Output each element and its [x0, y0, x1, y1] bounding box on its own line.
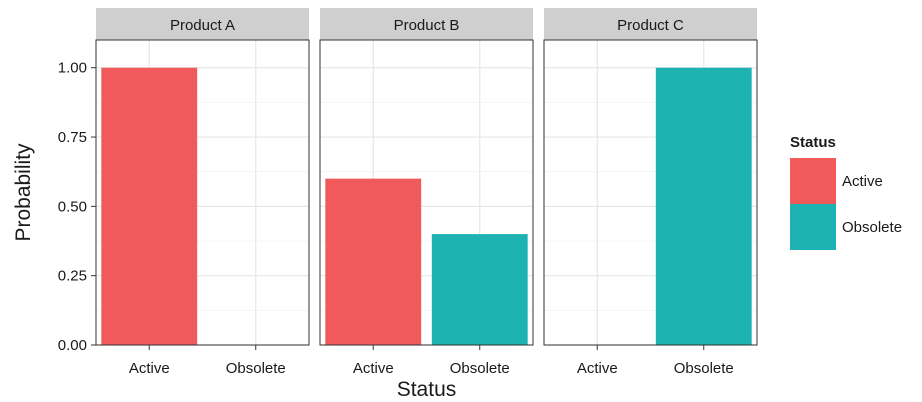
bar — [655, 67, 752, 346]
x-tick-label: Obsolete — [674, 360, 734, 377]
y-tick-label: 0.00 — [58, 337, 87, 354]
legend: Status Active Obsolete — [790, 134, 902, 250]
y-tick-label: 0.50 — [58, 198, 87, 215]
facet-panel: Product C Active Obsolete — [543, 8, 758, 377]
y-axis: 0.00 0.25 0.50 0.75 1.00 — [58, 60, 96, 354]
facet-strip — [96, 8, 309, 40]
facet-panel: Product A Active Obsolete — [95, 8, 310, 377]
x-tick-label: Active — [129, 360, 170, 377]
facet-strip-label: Product B — [394, 17, 460, 34]
panel-border — [95, 39, 310, 346]
bar — [325, 178, 422, 345]
y-tick-label: 1.00 — [58, 60, 87, 77]
legend-key — [790, 158, 836, 204]
y-tick-label: 0.25 — [58, 268, 87, 285]
facet-strip-label: Product A — [170, 17, 235, 34]
legend-label: Active — [842, 173, 883, 190]
legend-title: Status — [790, 134, 836, 151]
x-tick-label: Active — [577, 360, 618, 377]
panel-border — [543, 39, 758, 346]
legend-key — [790, 204, 836, 250]
facet-strip-label: Product C — [617, 17, 684, 34]
x-tick-label: Obsolete — [450, 360, 510, 377]
facet-strip — [320, 8, 533, 40]
legend-label: Obsolete — [842, 219, 902, 236]
y-axis-title: Probability — [12, 143, 35, 242]
x-axis-title: Status — [397, 378, 457, 401]
x-tick-label: Active — [353, 360, 394, 377]
facet-strip — [544, 8, 757, 40]
panel-border — [319, 39, 534, 346]
bar — [101, 67, 198, 346]
bar — [431, 234, 528, 345]
y-tick-label: 0.75 — [58, 129, 87, 146]
panels-layer: Product A Active Obsolete Product B Active Ob… — [95, 8, 758, 377]
x-tick-label: Obsolete — [226, 360, 286, 377]
facet-panel: Product B Active Obsolete — [319, 8, 534, 377]
